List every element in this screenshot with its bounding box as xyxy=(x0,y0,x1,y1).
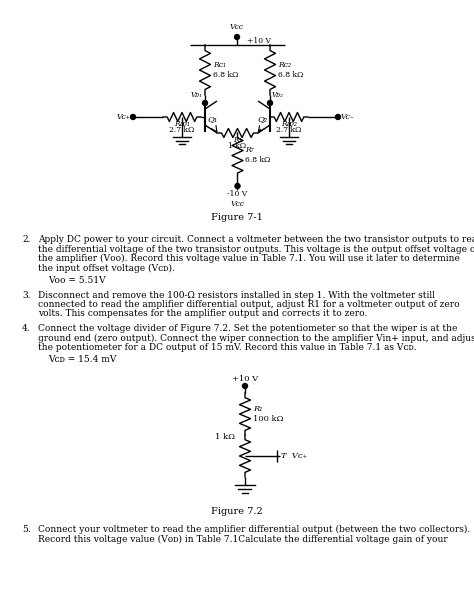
Text: R₇: R₇ xyxy=(246,147,254,154)
Circle shape xyxy=(202,101,208,105)
Text: 4.: 4. xyxy=(22,324,31,333)
Text: +10 V: +10 V xyxy=(232,375,258,383)
Text: the amplifier (Vᴏᴏ). Record this voltage value in Table 7.1. You will use it lat: the amplifier (Vᴏᴏ). Record this voltage… xyxy=(38,254,460,263)
Text: Vᴏᴏ = 5.51V: Vᴏᴏ = 5.51V xyxy=(48,276,106,285)
Text: the potentiometer for a DC output of 15 mV. Record this value in Table 7.1 as Vᴄ: the potentiometer for a DC output of 15 … xyxy=(38,343,417,352)
Text: the differential voltage of the two transistor outputs. This voltage is the outp: the differential voltage of the two tran… xyxy=(38,245,474,254)
Text: Disconnect and remove the 100-Ω resistors installed in step 1. With the voltmete: Disconnect and remove the 100-Ω resistor… xyxy=(38,291,435,300)
Text: Q₂: Q₂ xyxy=(258,115,268,123)
Text: Rᴄ₂: Rᴄ₂ xyxy=(278,61,291,69)
Text: ground end (zero output). Connect the wiper connection to the amplifier Vin+ inp: ground end (zero output). Connect the wi… xyxy=(38,333,474,343)
Text: Connect your voltmeter to read the amplifier differential output (between the tw: Connect your voltmeter to read the ampli… xyxy=(38,525,470,534)
Text: 3.: 3. xyxy=(22,291,30,300)
Circle shape xyxy=(235,34,239,39)
Text: R₁: R₁ xyxy=(233,136,242,144)
Text: 2.7 kΩ: 2.7 kΩ xyxy=(169,126,195,134)
Text: Connect the voltage divider of Figure 7.2. Set the potentiometer so that the wip: Connect the voltage divider of Figure 7.… xyxy=(38,324,457,333)
Text: +10 V: +10 V xyxy=(247,37,271,45)
Text: Vᴄ₊: Vᴄ₊ xyxy=(116,113,130,121)
Text: Record this voltage value (Vᴏᴅ) in Table 7.1Calculate the differential voltage g: Record this voltage value (Vᴏᴅ) in Table… xyxy=(38,535,448,544)
Text: volts. This compensates for the amplifier output and corrects it to zero.: volts. This compensates for the amplifie… xyxy=(38,310,367,319)
Circle shape xyxy=(235,183,240,189)
Text: 100 kΩ: 100 kΩ xyxy=(253,415,283,423)
Text: Figure 7.2: Figure 7.2 xyxy=(211,507,263,516)
Text: 6.8 kΩ: 6.8 kΩ xyxy=(278,71,303,79)
Text: Q₁: Q₁ xyxy=(207,115,217,123)
Text: Vᴄ₋: Vᴄ₋ xyxy=(341,113,355,121)
Text: Vᴄᴄ: Vᴄᴄ xyxy=(230,200,245,208)
Text: 2.: 2. xyxy=(22,235,30,244)
Text: connected to read the amplifier differential output, adjust R1 for a voltmeter o: connected to read the amplifier differen… xyxy=(38,300,460,309)
Text: Vᴅ₂: Vᴅ₂ xyxy=(272,91,284,99)
Text: R₁: R₁ xyxy=(253,405,263,413)
Text: Rᴄ₁: Rᴄ₁ xyxy=(213,61,226,69)
Text: Vᴄᴄ: Vᴄᴄ xyxy=(230,23,244,31)
Text: Vᴅ₁: Vᴅ₁ xyxy=(191,91,203,99)
Text: 1 kΩ: 1 kΩ xyxy=(228,142,246,150)
Text: 6.8 kΩ: 6.8 kΩ xyxy=(213,71,238,79)
Circle shape xyxy=(267,101,273,105)
Text: 5.: 5. xyxy=(22,525,31,534)
Text: T  Vᴄ₊: T Vᴄ₊ xyxy=(281,452,307,460)
Text: Rᴂ₁: Rᴂ₁ xyxy=(174,120,190,128)
Circle shape xyxy=(130,115,136,120)
Circle shape xyxy=(243,384,247,389)
Text: the input offset voltage (Vᴄᴅ).: the input offset voltage (Vᴄᴅ). xyxy=(38,264,175,273)
Text: Apply DC power to your circuit. Connect a voltmeter between the two transistor o: Apply DC power to your circuit. Connect … xyxy=(38,235,474,244)
Text: Vᴄᴅ = 15.4 mV: Vᴄᴅ = 15.4 mV xyxy=(48,356,117,365)
Text: 1 kΩ: 1 kΩ xyxy=(215,433,235,441)
Text: 6.8 kΩ: 6.8 kΩ xyxy=(246,156,271,164)
Text: -10 V: -10 V xyxy=(228,190,247,198)
Text: Rᴂ₂: Rᴂ₂ xyxy=(281,120,297,128)
Text: Figure 7-1: Figure 7-1 xyxy=(211,213,263,222)
Circle shape xyxy=(336,115,340,120)
Text: 2.7 kΩ: 2.7 kΩ xyxy=(276,126,301,134)
